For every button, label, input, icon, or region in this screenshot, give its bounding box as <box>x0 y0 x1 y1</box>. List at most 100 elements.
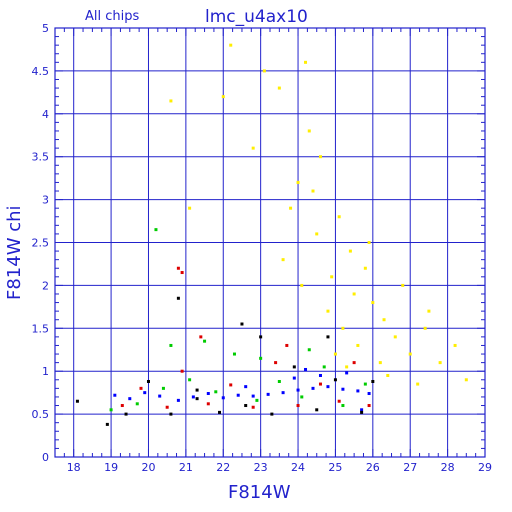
x-tick-label-5: 23 <box>254 461 268 474</box>
data-point-s2-2 <box>165 405 169 409</box>
data-point-s3-2 <box>124 412 128 416</box>
data-point-s2-9 <box>318 382 322 386</box>
data-point-s4-32 <box>367 241 371 244</box>
data-point-s2-10 <box>337 399 341 403</box>
data-point-s0-14 <box>326 385 330 389</box>
data-point-s4-7 <box>315 232 319 236</box>
y-tick-label-10: 5 <box>42 22 49 35</box>
data-point-s4-13 <box>371 301 375 305</box>
data-point-s3-16 <box>195 397 199 401</box>
data-point-s0-2 <box>143 391 147 395</box>
data-points <box>75 43 468 426</box>
data-point-s3-14 <box>240 322 244 326</box>
data-point-s0-18 <box>292 376 296 380</box>
y-tick-label-9: 4.5 <box>32 65 50 78</box>
data-point-s4-17 <box>423 326 427 330</box>
data-point-s1-15 <box>307 348 311 352</box>
data-point-s4-25 <box>229 43 233 47</box>
data-point-s4-1 <box>277 86 281 90</box>
x-tick-label-3: 21 <box>179 461 193 474</box>
data-point-s1-0 <box>109 408 113 412</box>
data-point-s4-8 <box>337 215 341 219</box>
data-point-s0-20 <box>345 371 349 375</box>
data-point-s3-1 <box>105 422 109 426</box>
y-tick-label-4: 2 <box>42 279 49 292</box>
data-point-s3-0 <box>75 399 79 403</box>
data-point-s0-13 <box>311 386 315 390</box>
data-point-s0-11 <box>281 391 285 395</box>
y-axis-ticks: 0 0.5 1 1.5 2 2.5 3 3.5 4 4.5 5 <box>32 22 485 464</box>
data-point-s2-15 <box>285 343 289 347</box>
data-point-s4-23 <box>356 343 360 347</box>
x-axis-title: F814W <box>228 482 291 503</box>
plot-grid <box>55 27 486 458</box>
data-point-s0-15 <box>341 387 345 391</box>
data-point-s4-22 <box>326 309 330 313</box>
data-point-s2-6 <box>251 405 255 409</box>
data-point-s2-14 <box>199 335 203 339</box>
data-point-s4-9 <box>348 249 352 253</box>
data-point-s1-13 <box>203 339 207 343</box>
data-point-s2-3 <box>180 369 184 373</box>
data-point-s0-4 <box>176 398 180 402</box>
data-point-s4-19 <box>453 343 457 347</box>
y-tick-label-8: 4 <box>42 108 49 121</box>
data-point-s4-2 <box>304 60 308 64</box>
data-point-s0-19 <box>318 373 322 377</box>
y-tick-label-5: 2.5 <box>32 237 50 250</box>
data-point-s4-31 <box>427 309 431 313</box>
data-point-s1-4 <box>214 390 218 394</box>
data-point-s2-0 <box>120 404 124 408</box>
data-point-s4-28 <box>188 206 192 210</box>
data-point-s4-4 <box>307 129 311 133</box>
data-point-s3-3 <box>146 379 150 383</box>
data-point-s3-10 <box>315 408 319 412</box>
x-tick-label-2: 20 <box>141 461 155 474</box>
data-point-s4-37 <box>386 373 390 377</box>
data-point-s4-34 <box>333 352 337 356</box>
y-tick-label-7: 3.5 <box>32 151 50 164</box>
data-point-s4-33 <box>311 189 315 193</box>
data-point-s4-35 <box>281 258 285 262</box>
data-point-s0-16 <box>356 389 360 393</box>
data-point-s0-6 <box>206 392 210 396</box>
data-point-s1-1 <box>135 402 139 406</box>
data-point-s3-8 <box>270 412 274 416</box>
y-tick-label-0: 0 <box>42 451 49 464</box>
data-point-s3-4 <box>169 412 173 416</box>
data-point-s3-11 <box>333 378 337 382</box>
data-point-s3-9 <box>292 365 296 369</box>
data-point-s3-18 <box>259 335 263 339</box>
x-tick-label-0: 18 <box>67 461 81 474</box>
data-point-s0-3 <box>158 394 162 398</box>
data-point-s4-12 <box>352 292 356 296</box>
data-point-s2-12 <box>180 271 184 275</box>
data-point-s0-0 <box>113 393 117 397</box>
data-point-s4-6 <box>289 206 293 210</box>
data-point-s4-24 <box>378 361 382 365</box>
data-point-s4-29 <box>251 146 255 150</box>
data-point-s4-36 <box>300 283 304 287</box>
y-tick-label-3: 1.5 <box>32 322 50 335</box>
data-point-s2-1 <box>139 386 143 390</box>
data-point-s1-14 <box>259 356 263 360</box>
data-point-s0-9 <box>251 394 255 398</box>
data-point-s0-8 <box>236 393 240 397</box>
data-point-s3-6 <box>218 410 222 414</box>
data-point-s1-6 <box>255 398 259 402</box>
data-point-s1-16 <box>154 228 158 232</box>
y-tick-label-2: 1 <box>42 365 49 378</box>
data-point-s4-38 <box>416 382 420 386</box>
data-point-s4-30 <box>401 283 405 287</box>
x-axis-ticks: 18 19 20 21 22 23 24 25 26 27 28 29 <box>54 28 492 474</box>
chart-title: lmc_u4ax10 <box>205 7 308 27</box>
data-point-s2-5 <box>229 383 233 387</box>
data-point-s3-5 <box>195 388 199 392</box>
data-point-s0-23 <box>360 408 364 412</box>
data-point-s1-3 <box>188 378 192 382</box>
data-point-s0-10 <box>266 392 270 396</box>
chart-subtitle: All chips <box>85 9 139 24</box>
data-point-s3-15 <box>326 335 330 339</box>
data-point-s3-13 <box>176 296 180 300</box>
